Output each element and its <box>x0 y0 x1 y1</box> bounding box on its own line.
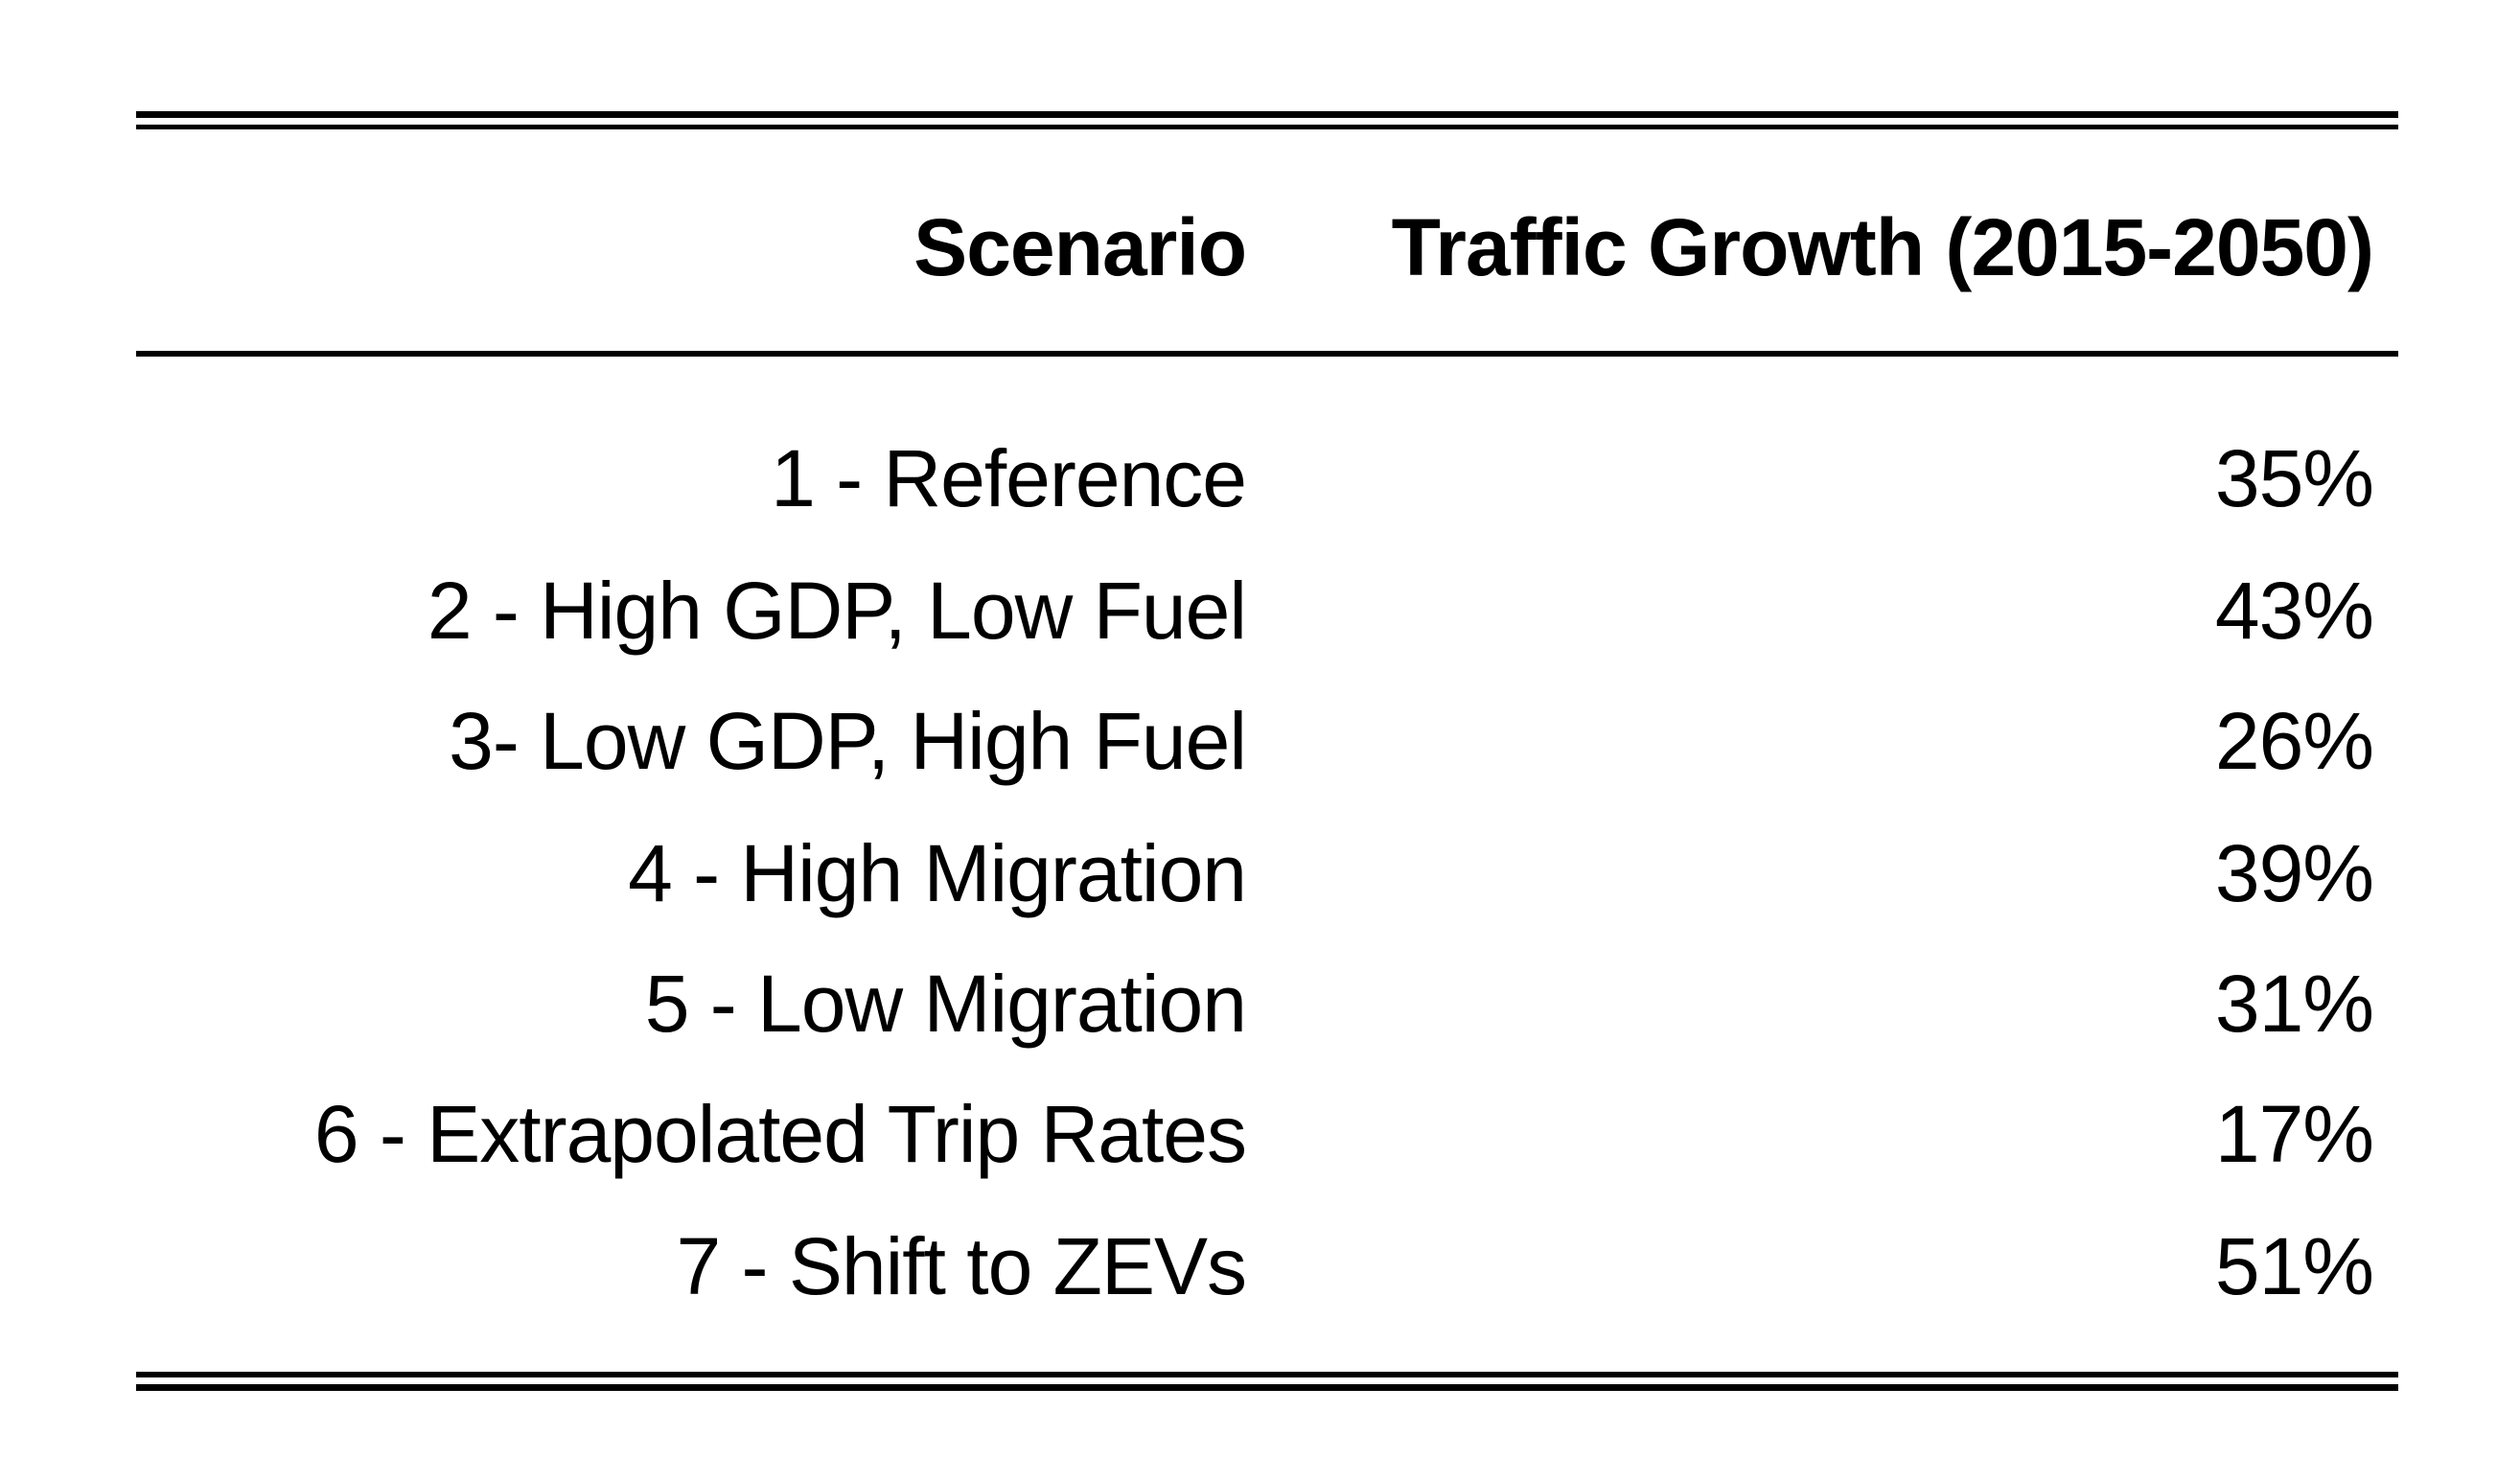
bottom-rule-inner <box>136 1372 2398 1377</box>
growth-cell: 31% <box>2214 959 2374 1049</box>
top-rule-inner <box>136 125 2398 129</box>
bottom-rule-outer <box>136 1384 2398 1391</box>
growth-cell: 51% <box>2214 1221 2374 1311</box>
table-row: 2 - High GDP, Low Fuel 43% <box>0 563 2520 693</box>
growth-cell: 39% <box>2214 828 2374 918</box>
table-row: 6 - Extrapolated Trip Rates 17% <box>0 1086 2520 1216</box>
table-row: 7 - Shift to ZEVs 51% <box>0 1218 2520 1349</box>
scenario-cell: 6 - Extrapolated Trip Rates <box>313 1089 1247 1179</box>
table-row: 5 - Low Migration 31% <box>0 956 2520 1086</box>
scenario-cell: 1 - Reference <box>771 433 1247 523</box>
table-row: 3- Low GDP, High Fuel 26% <box>0 693 2520 823</box>
header-scenario: Scenario <box>913 202 1247 292</box>
scenario-cell: 7 - Shift to ZEVs <box>676 1221 1247 1311</box>
table-row: 1 - Reference 35% <box>0 430 2520 561</box>
header-traffic-growth: Traffic Growth (2015-2050) <box>1391 202 2374 292</box>
growth-cell: 35% <box>2214 433 2374 523</box>
scenario-cell: 2 - High GDP, Low Fuel <box>427 566 1247 656</box>
growth-cell: 26% <box>2214 696 2374 786</box>
scenario-cell: 5 - Low Migration <box>644 959 1247 1049</box>
scenario-cell: 4 - High Migration <box>628 828 1247 918</box>
growth-cell: 17% <box>2214 1089 2374 1179</box>
top-rule-outer <box>136 111 2398 118</box>
growth-cell: 43% <box>2214 566 2374 656</box>
table-row: 4 - High Migration 39% <box>0 825 2520 956</box>
scenario-cell: 3- Low GDP, High Fuel <box>449 696 1247 786</box>
header-rule <box>136 351 2398 357</box>
